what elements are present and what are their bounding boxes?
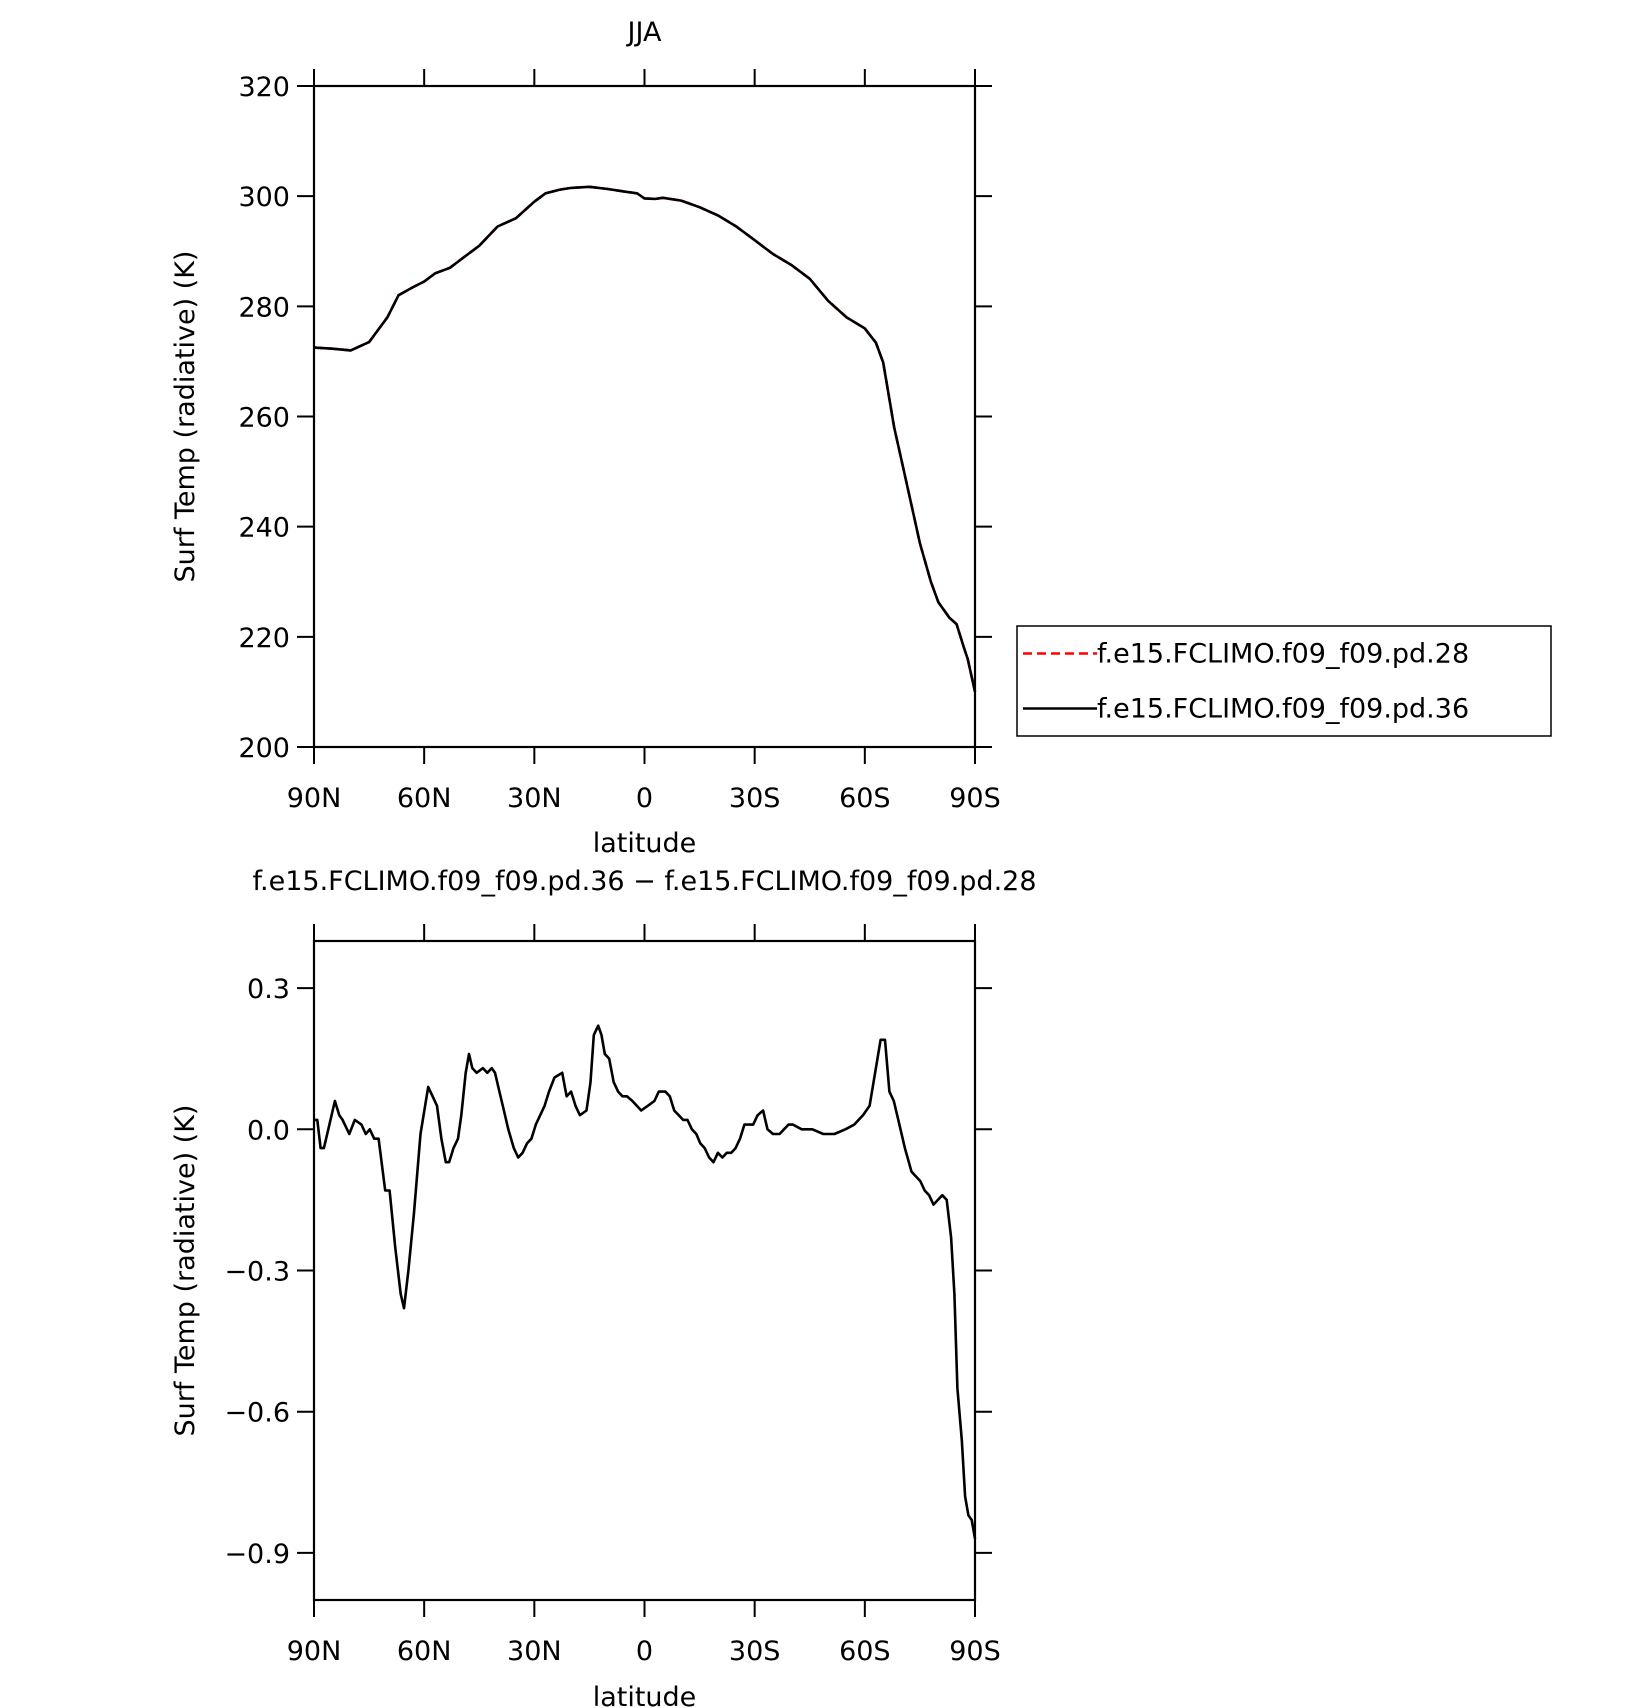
x-axis-label: latitude bbox=[593, 828, 697, 859]
x-tick-label: 90S bbox=[949, 1636, 1001, 1667]
legend-label: f.e15.FCLIMO.f09_f09.pd.36 bbox=[1097, 694, 1469, 725]
y-tick-label: 280 bbox=[238, 292, 290, 323]
legend-box bbox=[1016, 625, 1552, 737]
x-tick-label: 30N bbox=[507, 783, 562, 814]
x-tick-label: 60S bbox=[839, 783, 891, 814]
y-tick-label: 200 bbox=[238, 733, 290, 764]
x-tick-label: 90N bbox=[287, 1636, 342, 1667]
y-axis-label: Surf Temp (radiative) (K) bbox=[170, 1105, 201, 1437]
x-tick-label: 30S bbox=[729, 1636, 781, 1667]
x-tick-label: 60N bbox=[397, 783, 452, 814]
y-tick-label: −0.3 bbox=[224, 1257, 290, 1288]
x-tick-label: 30S bbox=[729, 783, 781, 814]
y-tick-label: 0.3 bbox=[247, 974, 290, 1005]
x-tick-label: 30N bbox=[507, 1636, 562, 1667]
chart-title: f.e15.FCLIMO.f09_f09.pd.36 − f.e15.FCLIM… bbox=[252, 866, 1036, 897]
x-tick-label: 60S bbox=[839, 1636, 891, 1667]
x-tick-label: 90N bbox=[287, 783, 342, 814]
y-tick-label: 260 bbox=[238, 403, 290, 434]
x-tick-label: 0 bbox=[636, 1636, 653, 1667]
y-tick-label: −0.9 bbox=[224, 1539, 290, 1570]
x-tick-label: 90S bbox=[949, 783, 1001, 814]
y-tick-label: −0.6 bbox=[224, 1398, 290, 1429]
x-tick-label: 60N bbox=[397, 1636, 452, 1667]
data-line bbox=[313, 185, 977, 693]
plot-frame bbox=[312, 939, 977, 1602]
legend-label: f.e15.FCLIMO.f09_f09.pd.28 bbox=[1097, 639, 1469, 670]
y-tick-label: 240 bbox=[238, 513, 290, 544]
plot-frame bbox=[312, 84, 977, 749]
y-tick-label: 220 bbox=[238, 623, 290, 654]
y-axis-label: Surf Temp (radiative) (K) bbox=[170, 251, 201, 583]
y-tick-label: 320 bbox=[238, 72, 290, 103]
x-tick-label: 0 bbox=[636, 783, 653, 814]
x-axis-label: latitude bbox=[593, 1682, 697, 1708]
chart-title: JJA bbox=[626, 17, 662, 48]
y-tick-label: 0.0 bbox=[247, 1115, 290, 1146]
y-tick-label: 300 bbox=[238, 182, 290, 213]
data-line bbox=[314, 1024, 977, 1540]
